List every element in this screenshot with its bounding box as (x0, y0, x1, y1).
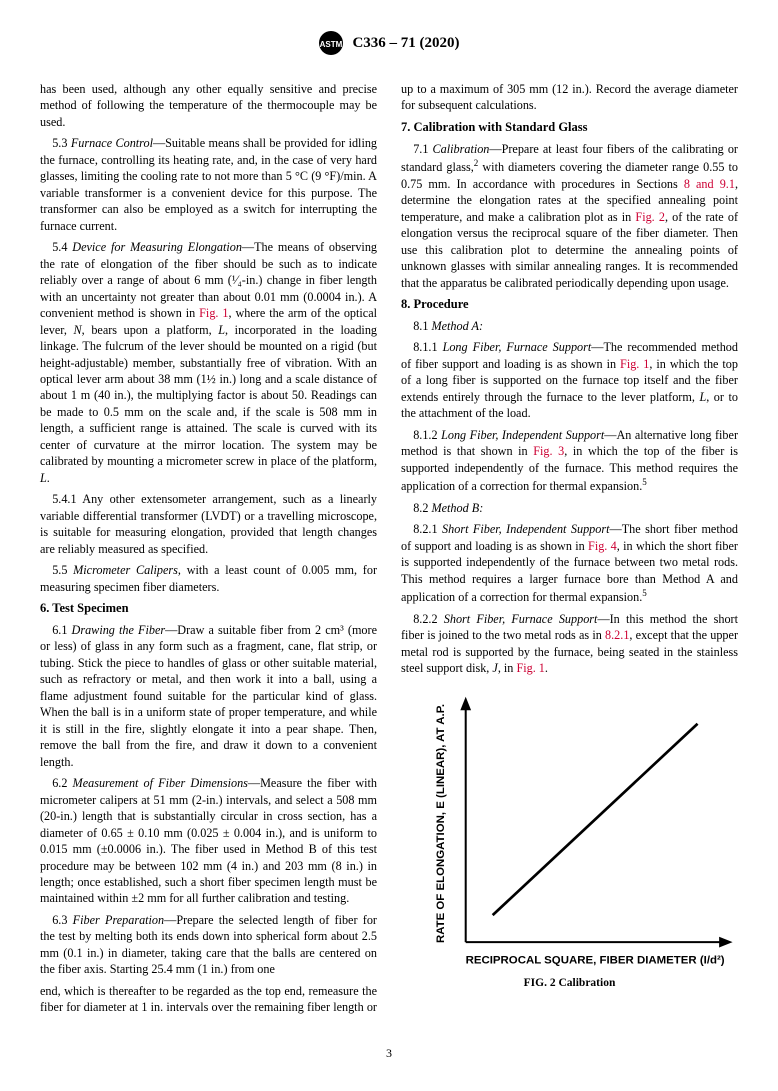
svg-text:RECIPROCAL SQUARE, FIBER DIAME: RECIPROCAL SQUARE, FIBER DIAMETER (I/d²) (466, 955, 725, 967)
run-title: Method A: (431, 319, 483, 333)
figure-2-caption: FIG. 2 Calibration (401, 976, 738, 992)
label: 8.2.1 (413, 522, 442, 536)
run-title: Short Fiber, Furnace Support (444, 612, 598, 626)
body-d: , incorporated in the loading linkage. T… (40, 323, 377, 469)
page-number: 3 (40, 1046, 738, 1061)
label: 8.1.1 (413, 340, 442, 354)
para-5-3: 5.3 Furnace Control—Suitable means shall… (40, 135, 377, 234)
svg-text:ASTM: ASTM (320, 40, 343, 49)
body: —Measure the fiber with micrometer calip… (40, 776, 377, 905)
run-title: Calibration (433, 142, 490, 156)
run-title: Short Fiber, Independent Support (442, 522, 609, 536)
body-columns: has been used, although any other equall… (40, 81, 738, 1016)
footnote-5: 5 (642, 588, 647, 598)
body: —Draw a suitable fiber from 2 cm³ (more … (40, 623, 377, 769)
label: 8.2 (413, 501, 431, 515)
para-7-1: 7.1 Calibration—Prepare at least four fi… (401, 141, 738, 291)
run-title: Measurement of Fiber Dimensions (73, 776, 248, 790)
run-title: Drawing the Fiber (72, 623, 166, 637)
var-N: N (74, 323, 82, 337)
period: . (545, 661, 548, 675)
para-8-2-2: 8.2.2 Short Fiber, Furnace Support—In th… (401, 611, 738, 677)
label: 5.5 (52, 563, 73, 577)
calibration-chart: RECIPROCAL SQUARE, FIBER DIAMETER (I/d²)… (401, 686, 738, 969)
fig1-link[interactable]: Fig. 1 (516, 661, 544, 675)
footnote-5: 5 (642, 477, 647, 487)
para-8-2-1: 8.2.1 Short Fiber, Independent Support—T… (401, 521, 738, 605)
label: 5.3 (52, 136, 71, 150)
body: Any other extensometer arrangement, such… (40, 492, 377, 555)
body: —Suitable means shall be provided for id… (40, 136, 377, 232)
section-8-91-link[interactable]: 8 and 9.1 (684, 177, 735, 191)
run-title: Micrometer Calipers, (73, 563, 181, 577)
label: 5.4.1 (52, 492, 82, 506)
period: . (47, 471, 50, 485)
figure-2: RECIPROCAL SQUARE, FIBER DIAMETER (I/d²)… (401, 686, 738, 991)
run-title: Long Fiber, Independent Support (441, 428, 604, 442)
svg-text:RATE OF ELONGATION, E (LINEAR): RATE OF ELONGATION, E (LINEAR), AT A.P. (435, 704, 447, 943)
para-6-1: 6.1 Drawing the Fiber—Draw a suitable fi… (40, 622, 377, 770)
para-8-1-2: 8.1.2 Long Fiber, Independent Support—An… (401, 427, 738, 495)
para-5-5: 5.5 Micrometer Calipers, with a least co… (40, 562, 377, 595)
section-8-title: 8. Procedure (401, 296, 738, 313)
astm-logo: ASTM (318, 30, 344, 56)
label: 8.1 (413, 319, 431, 333)
label: 8.2.2 (413, 612, 444, 626)
fig1-link[interactable]: Fig. 1 (199, 306, 228, 320)
para-8-2: 8.2 Method B: (401, 500, 738, 516)
run-title: Device for Measuring Elongation (72, 240, 242, 254)
run-title: Long Fiber, Furnace Support (443, 340, 592, 354)
section-7-title: 7. Calibration with Standard Glass (401, 119, 738, 136)
label: 6.3 (52, 913, 72, 927)
fig2-link[interactable]: Fig. 2 (635, 210, 665, 224)
label: 5.4 (52, 240, 72, 254)
designation: C336 – 71 (2020) (352, 35, 459, 52)
para-8-1: 8.1 Method A: (401, 318, 738, 334)
run-title: Furnace Control (71, 136, 153, 150)
page-header: ASTM C336 – 71 (2020) (40, 30, 738, 61)
run-title: Method B: (431, 501, 483, 515)
para-8-1-1: 8.1.1 Long Fiber, Furnace Support—The re… (401, 339, 738, 421)
para-6-2: 6.2 Measurement of Fiber Dimensions—Meas… (40, 775, 377, 907)
label: 8.1.2 (413, 428, 441, 442)
fig1-link[interactable]: Fig. 1 (620, 357, 649, 371)
body-c: , bears upon a platform, (82, 323, 219, 337)
var-L2: L (40, 471, 47, 485)
run-title: Fiber Preparation (73, 913, 164, 927)
label: 7.1 (413, 142, 432, 156)
fig3-link[interactable]: Fig. 3 (533, 444, 564, 458)
para-5-4: 5.4 Device for Measuring Elongation—The … (40, 239, 377, 486)
body-c: , in (498, 661, 517, 675)
section-6-title: 6. Test Specimen (40, 600, 377, 617)
ref-8-2-1-link[interactable]: 8.2.1 (605, 628, 629, 642)
var-L: L (218, 323, 225, 337)
label: 6.1 (52, 623, 71, 637)
para-5-2-cont: has been used, although any other equall… (40, 81, 377, 130)
label: 6.2 (52, 776, 72, 790)
para-6-3: 6.3 Fiber Preparation—Prepare the select… (40, 912, 377, 978)
fig4-link[interactable]: Fig. 4 (588, 539, 617, 553)
para-5-4-1: 5.4.1 Any other extensometer arrangement… (40, 491, 377, 557)
